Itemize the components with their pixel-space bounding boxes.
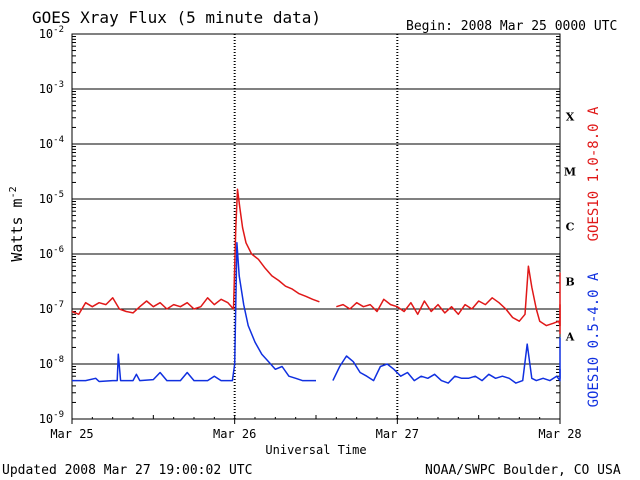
y-tick-label: 10-7 — [39, 300, 64, 316]
series-line-short-channel — [72, 242, 316, 383]
y-tick-label: 10-2 — [39, 25, 64, 41]
series-line-long-channel — [336, 265, 561, 327]
y-axis-label: Watts m-2 — [8, 186, 26, 261]
x-tick-label: Mar 28 — [538, 427, 581, 441]
y-tick-label: 10-5 — [39, 190, 64, 206]
legend-long-channel: GOES10 1.0-8.0 A — [586, 106, 602, 241]
flare-class-label: M — [564, 166, 576, 179]
updated-timestamp: Updated 2008 Mar 27 19:00:02 UTC — [2, 463, 252, 478]
series-line-short-channel — [332, 343, 561, 384]
begin-date-label: Begin: 2008 Mar 25 0000 UTC — [406, 19, 617, 34]
flare-class-label: C — [566, 221, 575, 234]
flare-class-label: B — [565, 276, 574, 289]
y-axis-label-exponent: -2 — [8, 186, 19, 198]
x-tick-label: Mar 26 — [213, 427, 256, 441]
chart-title: GOES Xray Flux (5 minute data) — [32, 8, 321, 27]
flare-class-label: X — [566, 111, 575, 124]
x-axis-label: Universal Time — [265, 443, 366, 457]
plot-area: Mar 25 Mar 26 Mar 27 Mar 28 10-9 10-8 10-7 10-6… — [39, 25, 582, 441]
series-line-long-channel — [71, 188, 320, 316]
x-tick-label: Mar 25 — [50, 427, 93, 441]
flare-class-label: A — [565, 331, 575, 344]
x-tick-label: Mar 27 — [376, 427, 419, 441]
credit-label: NOAA/SWPC Boulder, CO USA — [425, 463, 621, 478]
legend-short-channel: GOES10 0.5-4.0 A — [586, 272, 602, 407]
y-tick-label: 10-4 — [39, 135, 64, 151]
y-tick-label: 10-6 — [39, 245, 64, 261]
y-axis-label-text: Watts m — [8, 198, 26, 261]
plot-frame — [71, 33, 561, 420]
y-tick-label: 10-9 — [39, 410, 64, 426]
y-tick-label: 10-8 — [39, 355, 64, 371]
y-tick-label: 10-3 — [39, 80, 64, 96]
